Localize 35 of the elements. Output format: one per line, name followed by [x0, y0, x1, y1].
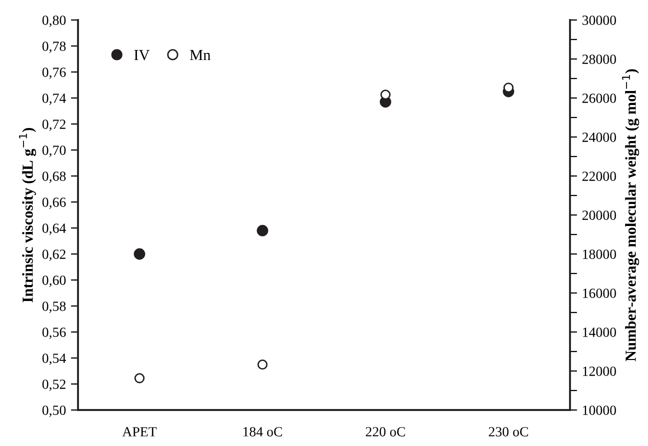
y-tick-label: 0,66: [42, 198, 66, 209]
legend-label: Mn: [190, 50, 211, 60]
y2-tick-label: 28000: [582, 54, 616, 64]
y-tick-label: 0,76: [42, 68, 66, 79]
y-tick-label: 0,56: [42, 328, 66, 339]
x-tick-label: 220 oC: [366, 427, 405, 436]
y-axis-title: Intrinsic viscosity (dL g$^{−1}$): [19, 128, 36, 302]
y2-tick-label: 14000: [583, 328, 616, 337]
y2-tick-label: 24000: [582, 132, 616, 142]
y-tick-label: 0,64: [42, 224, 66, 235]
y-tick-label: 0,52: [42, 380, 66, 391]
y-tick-label: 0,54: [42, 354, 66, 365]
y2-tick-label: 16000: [583, 288, 616, 298]
y-tick-label: 0,68: [42, 172, 66, 183]
y2-tick-label: 12000: [583, 366, 616, 376]
y-tick-label: 0,60: [42, 276, 66, 287]
y2-axis-title: Number-average molecular weight (g mol$^{−1}$): [622, 69, 640, 362]
y-tick-label: 0,78: [42, 42, 66, 53]
y-tick-label: 0,58: [42, 302, 66, 313]
y2-tick-label: 18000: [583, 250, 616, 259]
x-tick-label: 184 oC: [243, 427, 282, 436]
legend-label: IV: [134, 50, 150, 60]
y-tick-label: 0,80: [42, 16, 66, 27]
y2-tick-label: 10000: [583, 406, 616, 415]
y-tick-label: 0,74: [42, 94, 66, 105]
x-tick-label: APET: [122, 427, 157, 436]
y-tick-label: 0,72: [42, 120, 66, 131]
y-tick-label: 0,62: [42, 250, 66, 261]
y-tick-label: 0,50: [42, 406, 66, 417]
x-tick-label: 230 oC: [488, 427, 528, 436]
y2-tick-label: 22000: [582, 172, 616, 181]
y-tick-label: 0,70: [42, 146, 66, 157]
y2-tick-label: 30000: [582, 16, 616, 25]
y2-tick-label: 20000: [582, 210, 616, 220]
y2-tick-label: 26000: [582, 94, 616, 103]
